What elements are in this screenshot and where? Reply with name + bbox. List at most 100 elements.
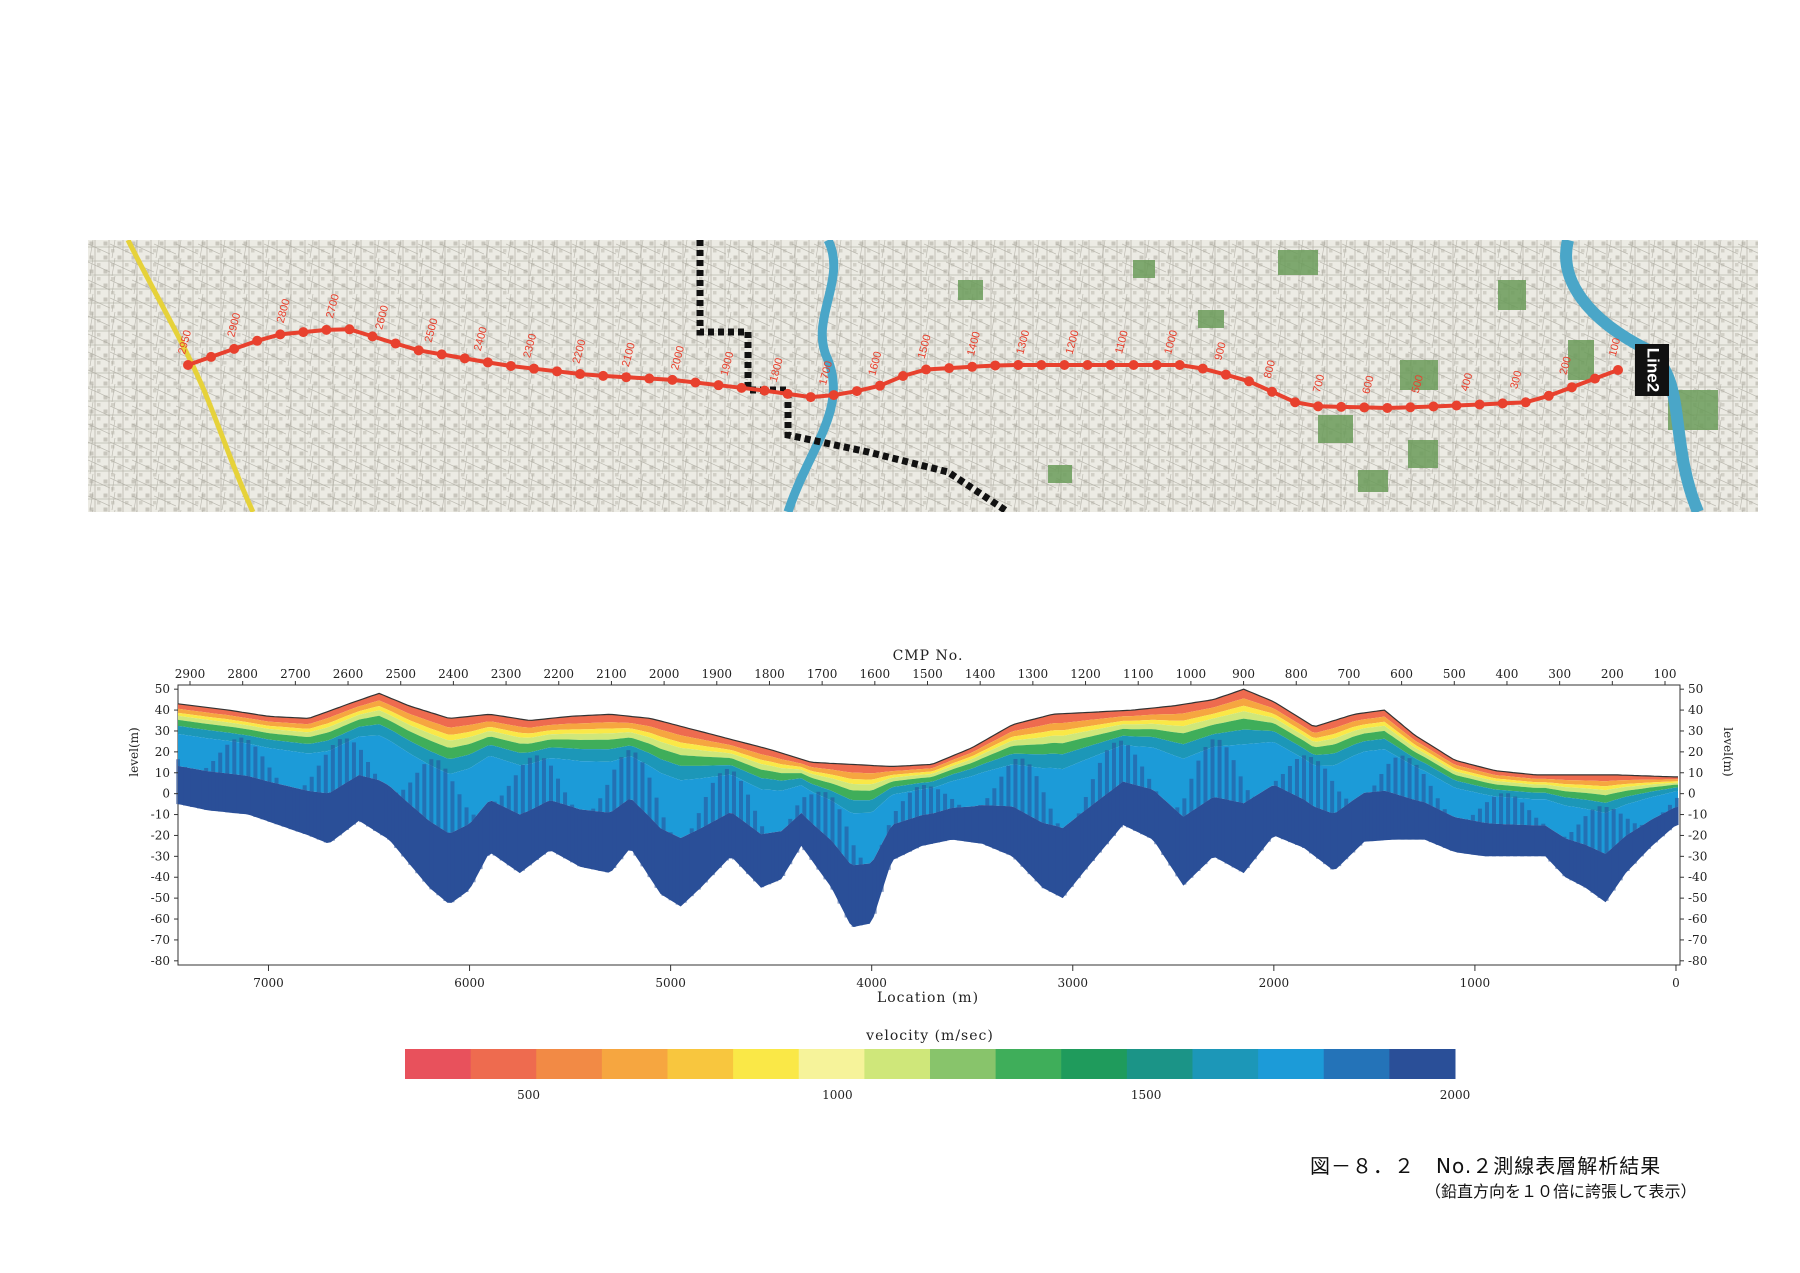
legend-swatch xyxy=(1061,1049,1128,1079)
station-label: 500 xyxy=(1410,374,1426,395)
legend-ticks: 500 1000 1500 2000 xyxy=(517,1088,1470,1102)
legend-colorbar xyxy=(405,1049,1456,1079)
legend-swatch xyxy=(1192,1049,1259,1079)
y-tick-label: 50 xyxy=(1688,682,1703,696)
y-axis-right: 50 40 30 20 10 0 -10 -20 -30 -40 -50 -60 -70 -80 xyxy=(1680,682,1707,968)
cmp-axis: 2900 2800 2700 2600 2500 2400 2300 2200 2100 2000… xyxy=(175,667,1677,685)
y-tick-label: -20 xyxy=(1688,828,1707,842)
survey-point xyxy=(459,353,470,364)
legend-swatch xyxy=(930,1049,997,1079)
survey-point xyxy=(229,343,240,354)
cmp-tick-label: 1300 xyxy=(1018,667,1049,681)
y-tick-label: -70 xyxy=(151,933,170,947)
x-tick-label: 7000 xyxy=(253,976,284,990)
cmp-tick-label: 400 xyxy=(1496,667,1519,681)
band-mid-velocity xyxy=(178,705,1678,791)
band-mid-velocity xyxy=(178,710,1678,796)
cmp-tick-label: 1100 xyxy=(1123,667,1154,681)
y-tick-label: 40 xyxy=(155,703,170,717)
survey-point xyxy=(805,392,816,403)
cmp-tick-label: 200 xyxy=(1601,667,1624,681)
cmp-tick-label: 2500 xyxy=(385,667,416,681)
cmp-tick-label: 700 xyxy=(1337,667,1360,681)
y-tick-label: -10 xyxy=(1688,808,1707,822)
velocity-legend: velocity (m/sec) 500 1000 1500 2000 xyxy=(405,1028,1470,1102)
survey-point xyxy=(1428,401,1439,412)
survey-point xyxy=(736,382,747,393)
station-label: 100 xyxy=(1607,337,1623,358)
legend-title: velocity (m/sec) xyxy=(865,1028,994,1044)
velocity-section xyxy=(176,688,1679,927)
survey-point xyxy=(1474,399,1485,410)
cmp-tick-label: 1500 xyxy=(912,667,943,681)
x-tick-label: 0 xyxy=(1672,976,1680,990)
y-tick-label: 10 xyxy=(1688,766,1703,780)
velocity-profile-chart: CMP No. 2900 2800 2700 2600 2500 2400 2300 2200… xyxy=(127,648,1735,1006)
survey-point xyxy=(1059,360,1070,370)
cmp-tick-label: 2400 xyxy=(438,667,469,681)
legend-swatch xyxy=(1258,1049,1325,1079)
y-tick-label: -60 xyxy=(1688,912,1707,926)
cmp-tick-label: 500 xyxy=(1443,667,1466,681)
survey-point xyxy=(1313,401,1324,412)
station-label: 800 xyxy=(1262,359,1278,380)
y-tick-label: -50 xyxy=(1688,891,1707,905)
x-tick-label: 5000 xyxy=(655,976,686,990)
cmp-tick-label: 1200 xyxy=(1070,667,1101,681)
survey-point xyxy=(944,363,955,374)
station-label: 400 xyxy=(1459,372,1475,393)
legend-swatch xyxy=(995,1049,1062,1079)
y-tick-label: -50 xyxy=(151,891,170,905)
survey-point xyxy=(1589,373,1600,384)
survey-point xyxy=(321,324,332,335)
chart-title: CMP No. xyxy=(893,648,964,664)
legend-swatch xyxy=(733,1049,800,1079)
survey-point xyxy=(1451,400,1462,411)
legend-swatch xyxy=(667,1049,734,1079)
cmp-tick-label: 300 xyxy=(1548,667,1571,681)
survey-point xyxy=(206,351,217,362)
survey-point xyxy=(782,388,793,399)
legend-swatch xyxy=(864,1049,931,1079)
y-axis-left: 50 40 30 20 10 0 -10 -20 -30 -40 -50 -60 -70 -80 xyxy=(151,682,178,968)
survey-point xyxy=(1036,360,1047,370)
station-label: 200 xyxy=(1558,355,1574,376)
survey-point xyxy=(644,373,655,384)
survey-point xyxy=(482,357,493,368)
legend-swatch xyxy=(1323,1049,1390,1079)
figure-caption-note: （鉛直方向を１０倍に誇張して表示） xyxy=(1425,1182,1697,1201)
survey-point xyxy=(1336,401,1347,412)
legend-tick-label: 1000 xyxy=(822,1088,853,1102)
survey-point xyxy=(1359,402,1370,413)
cmp-tick-label: 2800 xyxy=(227,667,258,681)
y-tick-label: -30 xyxy=(1688,849,1707,863)
x-tick-label: 1000 xyxy=(1460,976,1491,990)
legend-swatch xyxy=(1126,1049,1193,1079)
survey-point xyxy=(828,390,839,401)
y-tick-label: 40 xyxy=(1688,703,1703,717)
survey-point xyxy=(1105,360,1116,370)
survey-point xyxy=(1082,360,1093,370)
cmp-tick-label: 1000 xyxy=(1176,667,1207,681)
cmp-tick-label: 100 xyxy=(1654,667,1677,681)
y-tick-label: -60 xyxy=(151,912,170,926)
y-tick-label: -70 xyxy=(1688,933,1707,947)
survey-point xyxy=(667,374,678,385)
survey-point xyxy=(1243,376,1254,387)
survey-point xyxy=(1405,402,1416,413)
station-label: 600 xyxy=(1360,374,1376,395)
cmp-tick-label: 1900 xyxy=(702,667,733,681)
survey-point xyxy=(367,331,378,342)
cmp-tick-label: 2000 xyxy=(649,667,680,681)
survey-point xyxy=(1197,363,1208,374)
survey-point xyxy=(252,335,263,346)
survey-point xyxy=(298,327,309,338)
survey-point xyxy=(1174,360,1185,370)
survey-point xyxy=(690,377,701,388)
survey-point xyxy=(1220,369,1231,380)
survey-point xyxy=(1566,382,1577,393)
survey-points xyxy=(183,324,1623,413)
cmp-tick-label: 800 xyxy=(1285,667,1308,681)
y-tick-label: -40 xyxy=(1688,870,1707,884)
